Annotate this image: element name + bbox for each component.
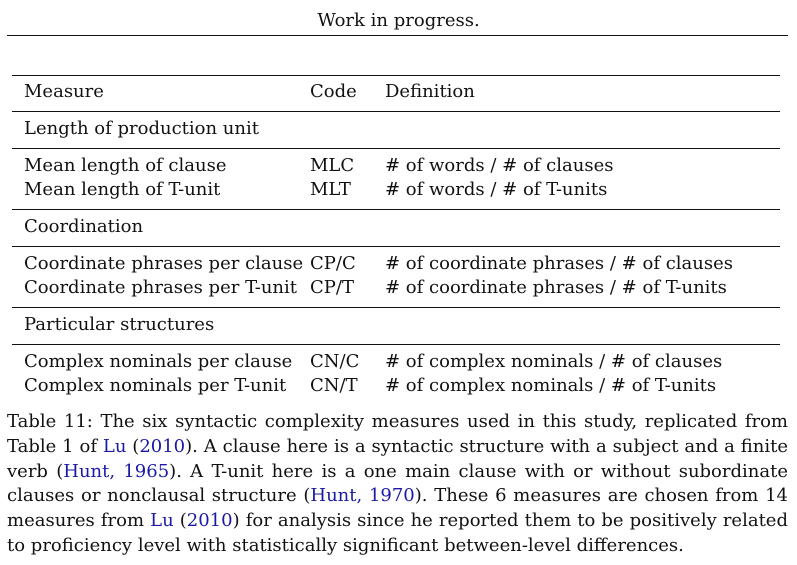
table-caption: Table 11: The six syntactic complexity m… — [7, 410, 788, 559]
measure-cell: Mean length of T-unit — [24, 179, 221, 200]
table-row: Mean length of clause MLC # of words / #… — [12, 149, 780, 179]
code-cell: CP/C — [310, 253, 356, 274]
column-header-measure: Measure — [24, 81, 104, 102]
code-cell: CN/T — [310, 375, 358, 396]
column-header-definition: Definition — [385, 81, 475, 102]
table-header-row: Measure Code Definition — [12, 75, 780, 112]
code-cell: MLC — [310, 155, 355, 176]
measure-cell: Coordinate phrases per clause — [24, 253, 304, 274]
citation-link-hunt-1965[interactable]: Hunt, 1965 — [63, 460, 170, 482]
section-header-row: Coordination — [12, 210, 780, 247]
definition-cell: # of words / # of clauses — [385, 155, 614, 176]
code-cell: CN/C — [310, 351, 360, 372]
definition-cell: # of coordinate phrases / # of clauses — [385, 253, 733, 274]
table-row: Complex nominals per clause CN/C # of co… — [12, 345, 780, 375]
definition-cell: # of complex nominals / # of T-units — [385, 375, 717, 396]
definition-cell: # of words / # of T-units — [385, 179, 608, 200]
citation-link-lu-year[interactable]: 2010 — [139, 435, 186, 457]
header-rule — [7, 35, 788, 36]
section-title: Particular structures — [24, 314, 215, 335]
measures-table-container: Measure Code Definition Length of produc… — [12, 75, 780, 405]
caption-text: ( — [173, 510, 187, 532]
citation-link-lu[interactable]: Lu — [150, 510, 174, 532]
caption-text: ). These 6 measures are chosen from 14 m… — [7, 485, 788, 532]
measures-table: Measure Code Definition Length of produc… — [12, 75, 780, 405]
caption-text: Table 11: The six syntactic complexity m… — [7, 411, 788, 457]
caption-text: ( — [126, 435, 140, 457]
table-row: Complex nominals per T-unit CN/T # of co… — [12, 374, 780, 405]
measure-cell: Coordinate phrases per T-unit — [24, 277, 298, 298]
citation-link-lu[interactable]: Lu — [102, 435, 127, 457]
definition-cell: # of complex nominals / # of clauses — [385, 351, 723, 372]
definition-cell: # of coordinate phrases / # of T-units — [385, 277, 727, 298]
table-row: Coordinate phrases per clause CP/C # of … — [12, 247, 780, 277]
section-title: Coordination — [24, 216, 144, 237]
column-header-code: Code — [310, 81, 357, 102]
table-row: Coordinate phrases per T-unit CP/T # of … — [12, 276, 780, 308]
caption-text: ). A clause here is a syntactic structur… — [7, 435, 789, 482]
page-header: Work in progress. — [317, 10, 480, 31]
measure-cell: Mean length of clause — [24, 155, 227, 176]
table-row: Mean length of T-unit MLT # of words / #… — [12, 178, 780, 210]
citation-link-lu-year[interactable]: 2010 — [186, 510, 233, 532]
code-cell: CP/T — [310, 277, 354, 298]
citation-link-hunt-1970[interactable]: Hunt, 1970 — [310, 485, 415, 507]
section-title: Length of production unit — [24, 118, 259, 139]
caption-text: ). A T-unit here is a one main clause wi… — [7, 460, 788, 507]
section-header-row: Length of production unit — [12, 112, 780, 149]
caption-text: ) for analysis since he reported them to… — [7, 510, 788, 556]
code-cell: MLT — [310, 179, 351, 200]
measure-cell: Complex nominals per clause — [24, 351, 293, 372]
section-header-row: Particular structures — [12, 308, 780, 345]
measure-cell: Complex nominals per T-unit — [24, 375, 287, 396]
